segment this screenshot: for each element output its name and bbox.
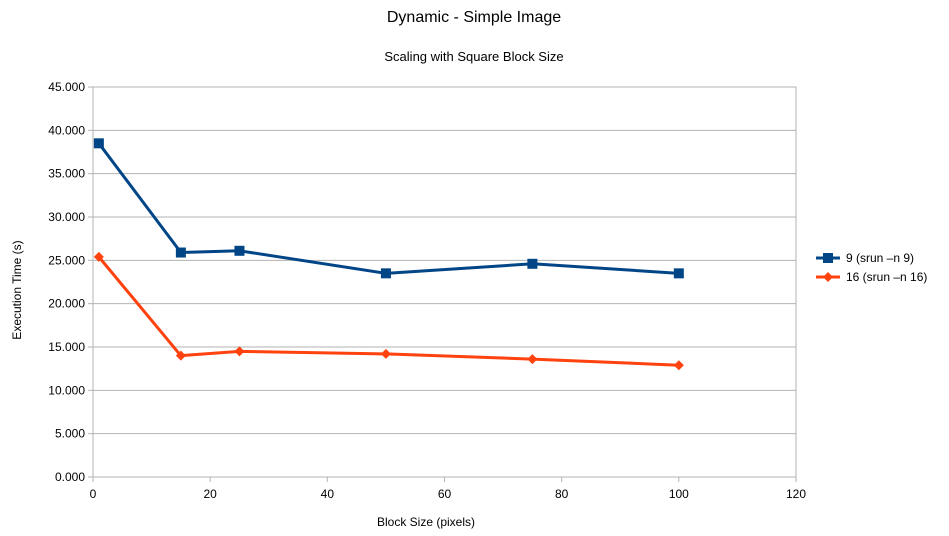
data-point [527, 354, 538, 365]
y-tick-label: 30.000 [48, 210, 85, 224]
y-tick-label: 45.000 [48, 80, 85, 94]
x-axis-ticks: 0 20 40 60 80 100 120 [90, 477, 806, 501]
x-tick-label: 60 [438, 487, 452, 501]
legend-marker [823, 253, 833, 263]
data-point [234, 346, 245, 357]
y-tick-label: 40.000 [48, 123, 85, 137]
x-tick-label: 40 [321, 487, 335, 501]
data-point [380, 348, 391, 359]
data-point [93, 251, 104, 262]
legend-label: 9 (srun –n 9) [846, 251, 914, 265]
data-point [175, 350, 186, 361]
x-axis-label: Block Size (pixels) [377, 515, 475, 529]
y-tick-label: 0.000 [55, 470, 85, 484]
plot-area [92, 86, 797, 478]
x-tick-label: 100 [669, 487, 689, 501]
y-axis-label: Execution Time (s) [10, 240, 24, 339]
legend-item: 16 (srun –n 16) [816, 270, 927, 284]
x-tick-label: 20 [203, 487, 217, 501]
data-point [93, 138, 104, 149]
data-point [527, 258, 538, 269]
data-point [673, 268, 684, 279]
y-tick-label: 5.000 [55, 427, 85, 441]
x-tick-label: 0 [90, 487, 97, 501]
legend: 9 (srun –n 9) 16 (srun –n 16) [816, 251, 927, 284]
chart-title: Dynamic - Simple Image [387, 9, 561, 26]
y-tick-label: 20.000 [48, 297, 85, 311]
y-tick-label: 10.000 [48, 383, 85, 397]
y-tick-label: 25.000 [48, 253, 85, 267]
data-point [175, 247, 186, 258]
y-tick-label: 15.000 [48, 340, 85, 354]
y-axis-ticks: 0.000 5.000 10.000 15.000 20.000 25.000 30.000… [48, 80, 93, 484]
gridlines [93, 86, 796, 478]
series-line [97, 142, 679, 275]
series-1 [93, 138, 684, 279]
data-point [673, 360, 684, 371]
chart-subtitle: Scaling with Square Block Size [384, 49, 563, 64]
x-tick-label: 120 [786, 487, 806, 501]
series-2 [93, 251, 684, 371]
data-point [380, 268, 391, 279]
legend-label: 16 (srun –n 16) [846, 270, 927, 284]
series-layer [93, 138, 684, 371]
x-tick-label: 80 [555, 487, 569, 501]
legend-item: 9 (srun –n 9) [816, 251, 914, 265]
y-tick-label: 35.000 [48, 167, 85, 181]
data-point [234, 245, 245, 256]
legend-marker [823, 272, 833, 282]
series-line [97, 255, 679, 367]
